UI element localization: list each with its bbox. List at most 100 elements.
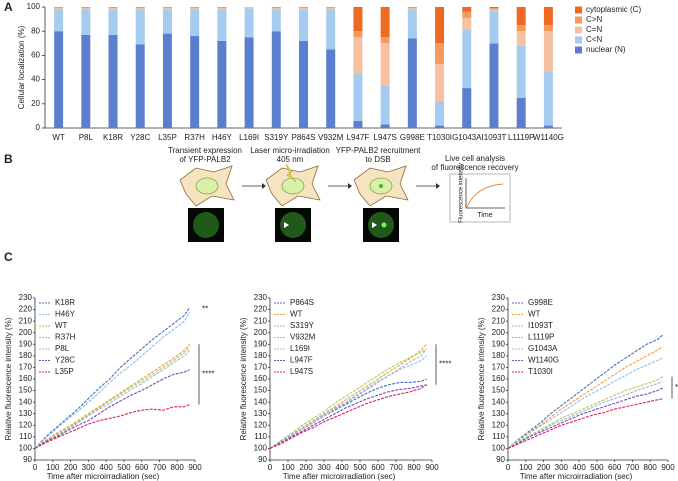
micrograph-arrow — [372, 222, 377, 228]
x-tick-label: I1093T — [482, 133, 507, 142]
arrow-head — [436, 183, 440, 189]
bar-segment — [462, 11, 472, 18]
x-tick-label: G1043A — [452, 133, 482, 142]
y-tick-label: 180 — [19, 351, 33, 360]
y-tick-label: 180 — [492, 351, 506, 360]
bar-segment — [217, 9, 227, 41]
bar-segment — [353, 73, 363, 121]
series-line — [507, 334, 664, 449]
x-tick-label: 300 — [555, 463, 569, 472]
y-axis-label: Relative fluorescence intensity (%) — [4, 317, 13, 440]
x-tick-label: L169I — [239, 133, 259, 142]
bar-segment — [462, 29, 472, 89]
bar-segment — [407, 8, 417, 10]
x-tick-label: L947S — [374, 133, 397, 142]
series-line — [507, 346, 663, 449]
y-tick-label: 180 — [254, 351, 268, 360]
bar-segment — [462, 7, 472, 12]
step-text: of YFP-PALB2 — [179, 155, 231, 164]
legend-label: L947S — [290, 367, 313, 376]
bar-segment — [162, 7, 172, 9]
micrograph-spot — [381, 222, 387, 228]
y-tick-label: 60 — [31, 51, 40, 60]
bar-segment — [326, 8, 336, 10]
y-tick-label: 100 — [27, 2, 41, 11]
micrograph-arrow — [284, 222, 289, 228]
y-tick-label: 100 — [492, 444, 506, 453]
y-tick-label: 90 — [258, 455, 267, 464]
bar-segment — [407, 7, 417, 9]
bar-segment — [380, 85, 390, 125]
panel-label: C — [4, 250, 13, 264]
bar-segment — [435, 125, 445, 128]
series-line — [34, 343, 191, 449]
bar-segment — [271, 31, 281, 129]
legend-label: L1119P — [528, 333, 554, 342]
bar-segment — [299, 7, 308, 9]
micrograph-nucleus — [280, 212, 306, 238]
legend-label: WT — [528, 310, 541, 319]
y-tick-label: 190 — [492, 339, 506, 348]
series-line — [34, 311, 191, 449]
bar-segment — [135, 7, 145, 9]
arrow-head — [348, 183, 352, 189]
x-tick-label: 0 — [268, 463, 273, 472]
legend-label: L35P — [55, 367, 74, 376]
bar-segment — [299, 8, 308, 10]
series-line — [507, 357, 663, 449]
x-tick-label: 700 — [153, 463, 167, 472]
series-line — [269, 384, 427, 449]
bar-segment — [435, 43, 445, 64]
legend-label: WT — [55, 321, 68, 330]
x-tick-label: 0 — [506, 463, 511, 472]
bar-segment — [543, 71, 553, 126]
micrograph-nucleus — [193, 212, 219, 238]
panel-label: B — [4, 152, 13, 166]
x-tick-label: 800 — [644, 463, 658, 472]
x-axis-label: Time after microirradiation (sec) — [520, 472, 633, 481]
x-tick-label: 500 — [590, 463, 604, 472]
legend-label: L169I — [290, 344, 310, 353]
bar-segment — [244, 37, 254, 128]
nucleus — [195, 177, 219, 195]
bar-segment — [217, 40, 227, 128]
series-line — [507, 387, 663, 449]
x-tick-label: 500 — [117, 463, 131, 472]
y-tick-label: 230 — [19, 293, 33, 302]
bar-segment — [190, 8, 200, 10]
x-tick-label: 900 — [425, 463, 439, 472]
y-tick-label: 100 — [254, 444, 268, 453]
x-axis-label: Time after microirradiation (sec) — [283, 472, 396, 481]
bar-segment — [162, 8, 172, 10]
y-tick-label: 150 — [19, 386, 33, 395]
bar-segment — [516, 25, 526, 32]
bar-segment — [435, 7, 445, 44]
bar-segment — [489, 10, 499, 44]
y-tick-label: 220 — [254, 305, 268, 314]
y-tick-label: 140 — [254, 397, 268, 406]
inset-label: Fluorescence intensity — [459, 163, 465, 223]
x-tick-label: 800 — [171, 463, 185, 472]
panel-label: A — [4, 0, 13, 14]
bar-segment — [135, 9, 145, 45]
x-tick-label: G998E — [400, 133, 425, 142]
legend-label: S319Y — [290, 321, 315, 330]
significance-mark: ** — [202, 305, 208, 314]
y-tick-label: 150 — [492, 386, 506, 395]
step-text: 405 nm — [277, 155, 304, 164]
arrow-head — [262, 183, 266, 189]
y-axis-label: Relative fluorescence intensity (%) — [239, 317, 248, 440]
y-axis-label: Relative fluorescence intensity (%) — [477, 317, 486, 440]
bar-segment — [543, 7, 553, 26]
y-tick-label: 140 — [19, 397, 33, 406]
y-tick-label: 90 — [496, 455, 505, 464]
bar-segment — [489, 7, 499, 9]
series-line — [34, 369, 190, 449]
x-tick-label: 900 — [188, 463, 202, 472]
y-tick-label: 200 — [492, 328, 506, 337]
bar-segment — [353, 120, 363, 128]
x-tick-label: 500 — [353, 463, 367, 472]
legend-label: cytoplasmic (C) — [586, 5, 641, 14]
x-tick-label: 400 — [99, 463, 113, 472]
y-tick-label: 190 — [254, 339, 268, 348]
